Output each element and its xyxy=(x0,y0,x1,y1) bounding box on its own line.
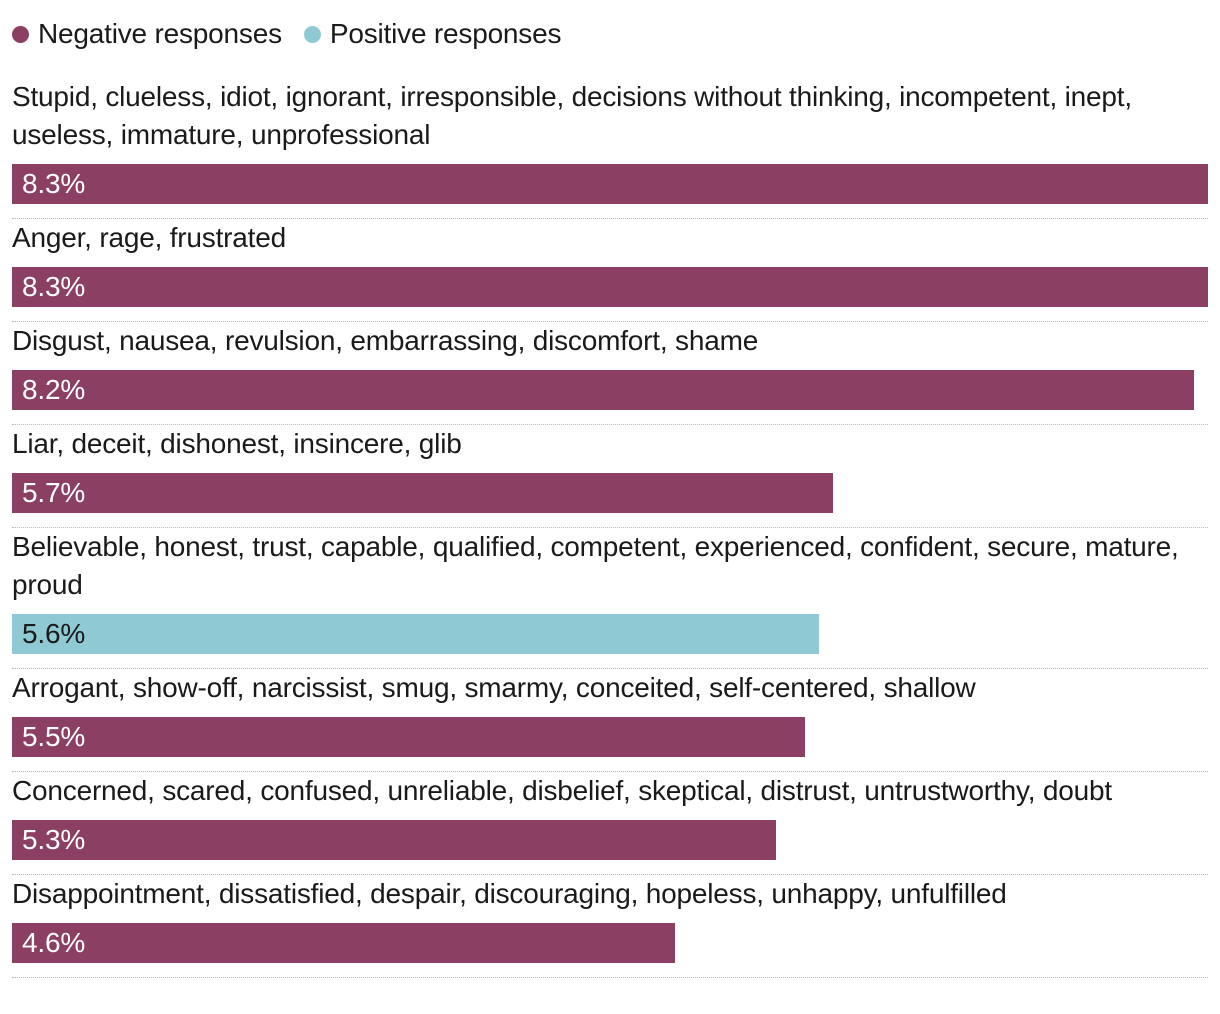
bar-value-label: 4.6% xyxy=(22,927,86,958)
bar-value-label: 8.3% xyxy=(22,271,86,302)
bar: 8.3% xyxy=(12,164,1208,204)
bar-row: Believable, honest, trust, capable, qual… xyxy=(12,528,1208,669)
category-label: Concerned, scared, confused, unreliable,… xyxy=(12,775,1112,806)
category-label: Liar, deceit, dishonest, insincere, glib xyxy=(12,428,462,459)
legend-label-positive: Positive responses xyxy=(329,18,562,49)
bar: 4.6% xyxy=(12,923,675,963)
bar-row: Arrogant, show-off, narcissist, smug, sm… xyxy=(12,669,1208,772)
bar-value-label: 8.2% xyxy=(22,374,86,405)
bar-value-label: 5.6% xyxy=(22,618,86,649)
category-label: Believable, honest, trust, capable, qual… xyxy=(12,531,1179,600)
bar-row: Disgust, nausea, revulsion, embarrassing… xyxy=(12,322,1208,425)
legend-item-positive: Positive responses xyxy=(303,18,562,50)
bar: 5.6% xyxy=(12,614,819,654)
legend-label-negative: Negative responses xyxy=(38,18,282,49)
bar: 5.7% xyxy=(12,473,833,513)
bar: 8.3% xyxy=(12,267,1208,307)
legend: Negative responses Positive responses xyxy=(12,14,583,54)
category-label: Disappointment, dissatisfied, despair, d… xyxy=(12,878,1007,909)
bar-value-label: 5.5% xyxy=(22,721,86,752)
bar-row: Anger, rage, frustrated 8.3% xyxy=(12,219,1208,322)
category-label: Stupid, clueless, idiot, ignorant, irres… xyxy=(12,81,1132,150)
legend-swatch-positive xyxy=(303,25,321,43)
category-label: Anger, rage, frustrated xyxy=(12,222,287,253)
bar-row: Concerned, scared, confused, unreliable,… xyxy=(12,772,1208,875)
bar-row: Liar, deceit, dishonest, insincere, glib… xyxy=(12,425,1208,528)
bar-chart: Stupid, clueless, idiot, ignorant, irres… xyxy=(12,78,1208,978)
legend-swatch-negative xyxy=(12,25,29,43)
bar-value-label: 5.7% xyxy=(22,477,86,508)
legend-item-negative: Negative responses xyxy=(12,18,282,50)
bar: 5.3% xyxy=(12,820,776,860)
bar-value-label: 8.3% xyxy=(22,168,86,199)
bar: 8.2% xyxy=(12,370,1194,410)
bar-value-label: 5.3% xyxy=(22,824,86,855)
bar-row: Disappointment, dissatisfied, despair, d… xyxy=(12,875,1208,978)
category-label: Disgust, nausea, revulsion, embarrassing… xyxy=(12,325,759,356)
bar-row: Stupid, clueless, idiot, ignorant, irres… xyxy=(12,78,1208,219)
bar: 5.5% xyxy=(12,717,805,757)
category-label: Arrogant, show-off, narcissist, smug, sm… xyxy=(12,672,976,703)
